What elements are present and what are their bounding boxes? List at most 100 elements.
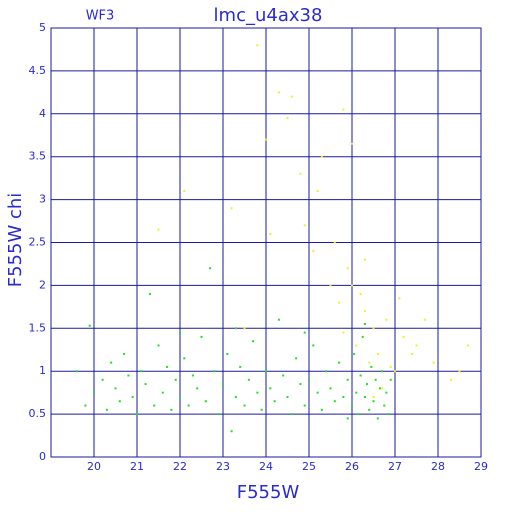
point — [363, 323, 366, 326]
x-tick-label: 27 — [388, 460, 402, 473]
point — [303, 224, 306, 227]
point — [196, 387, 199, 390]
point — [265, 370, 267, 373]
point — [316, 391, 319, 394]
point — [387, 413, 390, 416]
point — [458, 370, 461, 373]
point — [166, 365, 169, 368]
point — [299, 172, 302, 175]
point — [351, 284, 353, 287]
point — [376, 417, 379, 420]
point — [366, 383, 369, 386]
point — [338, 361, 341, 364]
point — [303, 331, 306, 334]
point — [286, 117, 289, 120]
point — [372, 395, 375, 398]
point — [338, 301, 341, 304]
point — [213, 370, 216, 373]
point — [359, 374, 362, 377]
point — [282, 374, 285, 377]
point — [372, 327, 375, 330]
point — [316, 190, 319, 193]
x-tick-label: 21 — [130, 460, 144, 473]
x-tick-label: 25 — [302, 460, 316, 473]
point — [161, 391, 164, 394]
point — [273, 400, 276, 403]
point — [385, 391, 388, 394]
point — [252, 340, 255, 343]
point — [363, 258, 366, 261]
point — [144, 383, 147, 386]
point — [110, 361, 113, 364]
point — [325, 370, 328, 373]
y-tick-label: 2.5 — [29, 236, 47, 249]
point — [256, 44, 259, 47]
point — [389, 365, 392, 368]
point — [157, 228, 160, 231]
point — [372, 400, 375, 403]
point — [170, 408, 173, 411]
point — [290, 413, 293, 416]
point — [174, 378, 177, 381]
point — [269, 387, 272, 390]
point — [368, 408, 371, 411]
point — [402, 335, 405, 338]
point — [368, 361, 371, 364]
point — [183, 357, 186, 360]
point — [346, 267, 349, 270]
x-tick-label: 20 — [87, 460, 101, 473]
point — [381, 370, 384, 373]
point — [342, 331, 345, 334]
point — [230, 430, 233, 433]
point — [243, 327, 246, 330]
point — [286, 395, 289, 398]
point — [303, 404, 306, 407]
point — [277, 91, 280, 94]
y-tick-label: 3.5 — [29, 150, 47, 163]
point — [385, 318, 388, 321]
y-tick-label: 2 — [39, 278, 46, 291]
point — [101, 378, 104, 381]
point — [374, 378, 377, 381]
point — [333, 400, 336, 403]
x-tick-label: 29 — [474, 460, 488, 473]
point — [357, 413, 360, 416]
point — [75, 370, 78, 373]
point — [140, 370, 143, 373]
point — [312, 344, 315, 347]
x-tick-label: 26 — [345, 460, 359, 473]
point — [230, 207, 233, 210]
y-tick-label: 3 — [39, 193, 46, 206]
point — [299, 383, 302, 386]
point — [312, 250, 315, 253]
point — [370, 365, 373, 368]
y-tick-label: 4 — [39, 107, 46, 120]
point — [123, 353, 126, 356]
x-axis-label: F555W — [237, 482, 300, 503]
point — [114, 387, 117, 390]
point — [222, 383, 224, 386]
point — [342, 395, 345, 398]
point — [398, 297, 401, 300]
point — [131, 395, 134, 398]
point — [239, 365, 242, 368]
point — [329, 387, 332, 390]
point — [424, 318, 427, 321]
y-tick-label: 0 — [39, 450, 46, 463]
point — [204, 400, 207, 403]
point — [187, 404, 190, 407]
point — [411, 353, 414, 356]
point — [353, 353, 356, 356]
point — [363, 395, 366, 398]
x-tick-label: 24 — [259, 460, 273, 473]
point — [269, 232, 272, 235]
point — [105, 408, 108, 411]
point — [256, 391, 259, 394]
y-tick-label: 1.5 — [29, 321, 47, 334]
point — [226, 353, 229, 356]
point — [329, 284, 332, 287]
point — [355, 344, 358, 347]
point — [320, 408, 323, 411]
point — [183, 190, 186, 193]
x-tick-label: 28 — [431, 460, 445, 473]
